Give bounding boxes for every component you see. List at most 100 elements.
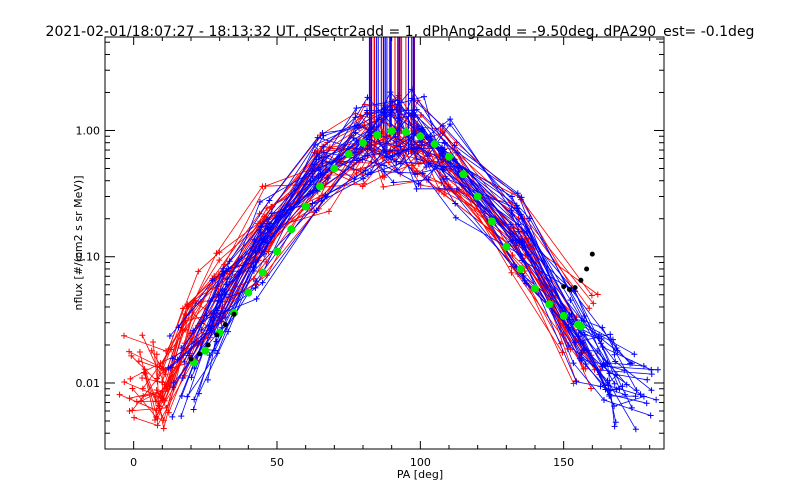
data-point	[188, 374, 195, 381]
data-point	[612, 358, 619, 365]
data-point	[253, 295, 260, 302]
data-point	[168, 346, 175, 353]
data-point	[219, 287, 226, 294]
data-point	[139, 332, 146, 339]
data-point	[319, 129, 326, 136]
data-point	[397, 108, 404, 115]
data-point	[393, 158, 400, 165]
data-point	[386, 148, 393, 155]
trace-line	[169, 96, 625, 371]
data-point	[586, 305, 593, 312]
data-point	[424, 153, 431, 160]
data-point	[169, 355, 176, 362]
data-point	[611, 423, 618, 430]
data-point	[351, 149, 358, 156]
fit-point	[330, 164, 339, 173]
model-point	[561, 284, 567, 290]
data-point	[262, 183, 269, 190]
data-point	[654, 366, 661, 373]
data-point	[520, 272, 527, 279]
fit-point	[459, 170, 468, 179]
axes-layer: 0 50 100 150 0.01 0.10 1.00	[76, 37, 664, 469]
data-point	[623, 381, 630, 388]
data-point	[142, 370, 149, 377]
data-point	[514, 190, 521, 197]
data-point	[178, 344, 185, 351]
data-point	[598, 335, 605, 342]
data-point	[259, 279, 266, 286]
data-point	[204, 376, 211, 383]
trace-line	[193, 151, 617, 423]
trace-line	[182, 128, 623, 392]
fit-point	[402, 128, 410, 137]
data-point	[519, 237, 526, 244]
data-point	[379, 128, 386, 135]
data-point	[216, 249, 223, 256]
data-point	[352, 129, 359, 136]
data-point	[161, 397, 168, 404]
trace-line	[194, 138, 618, 387]
data-point	[517, 251, 524, 258]
data-point	[632, 426, 639, 433]
data-point	[191, 297, 198, 304]
data-point	[313, 156, 320, 163]
data-point	[320, 143, 327, 150]
data-point	[139, 385, 146, 392]
data-point	[581, 313, 588, 320]
data-point	[308, 205, 315, 212]
x-tick-label: 0	[130, 456, 137, 469]
data-point	[158, 395, 165, 402]
series-black-model	[188, 251, 595, 362]
data-point	[178, 413, 185, 420]
fit-point	[373, 131, 382, 139]
fit-point	[316, 182, 324, 191]
data-point	[425, 176, 432, 183]
data-point	[133, 398, 140, 405]
x-tick-label: 100	[410, 456, 431, 469]
data-point	[190, 327, 197, 334]
data-point	[439, 122, 446, 129]
data-point	[268, 204, 275, 211]
data-point	[353, 157, 360, 164]
data-point	[616, 385, 623, 392]
data-point	[154, 422, 161, 429]
data-point	[380, 183, 387, 190]
data-point	[414, 145, 421, 152]
data-point	[622, 391, 629, 398]
data-point	[578, 317, 585, 324]
data-point	[559, 349, 566, 356]
trace-line	[170, 88, 652, 391]
model-point	[231, 311, 237, 317]
data-point	[452, 214, 459, 221]
data-point	[182, 326, 189, 333]
data-point	[611, 403, 618, 410]
data-point	[427, 132, 434, 139]
fit-point	[502, 242, 511, 251]
fit-point	[301, 202, 310, 211]
data-point	[150, 338, 157, 345]
data-point	[209, 277, 216, 284]
data-point	[221, 261, 228, 268]
data-point	[129, 385, 136, 392]
data-point	[258, 237, 265, 244]
data-point	[419, 170, 426, 177]
data-point	[222, 314, 229, 321]
fit-point	[473, 192, 482, 201]
data-point	[588, 385, 595, 392]
chart-title: 2021-02-01/18:07:27 - 18:13:32 UT, dSect…	[46, 24, 755, 40]
trace-line	[172, 142, 615, 427]
data-point	[128, 352, 135, 359]
data-point	[601, 396, 608, 403]
data-point	[508, 207, 515, 214]
data-point	[195, 268, 202, 275]
data-point	[320, 149, 327, 156]
trace-line	[188, 114, 652, 375]
x-axis-label: PA [deg]	[397, 468, 443, 481]
data-point	[389, 153, 396, 160]
data-point	[154, 415, 161, 422]
data-point	[206, 352, 213, 359]
model-point	[584, 266, 590, 272]
data-point	[454, 149, 461, 156]
model-point	[566, 287, 572, 292]
